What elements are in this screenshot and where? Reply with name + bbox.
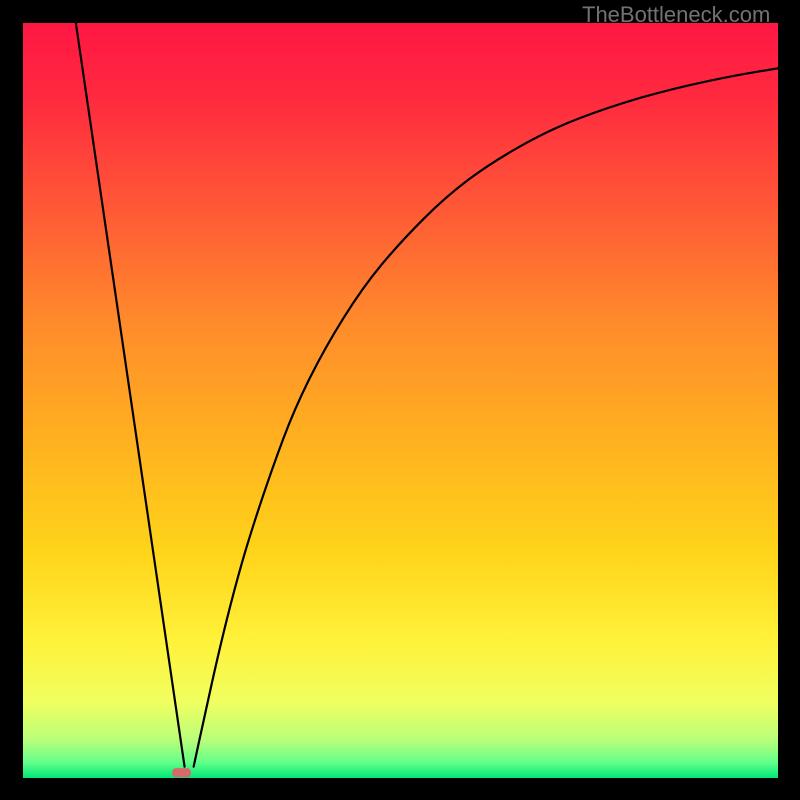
watermark-text: TheBottleneck.com	[582, 2, 770, 28]
chart-svg	[0, 0, 800, 800]
bottleneck-chart: TheBottleneck.com	[0, 0, 800, 800]
